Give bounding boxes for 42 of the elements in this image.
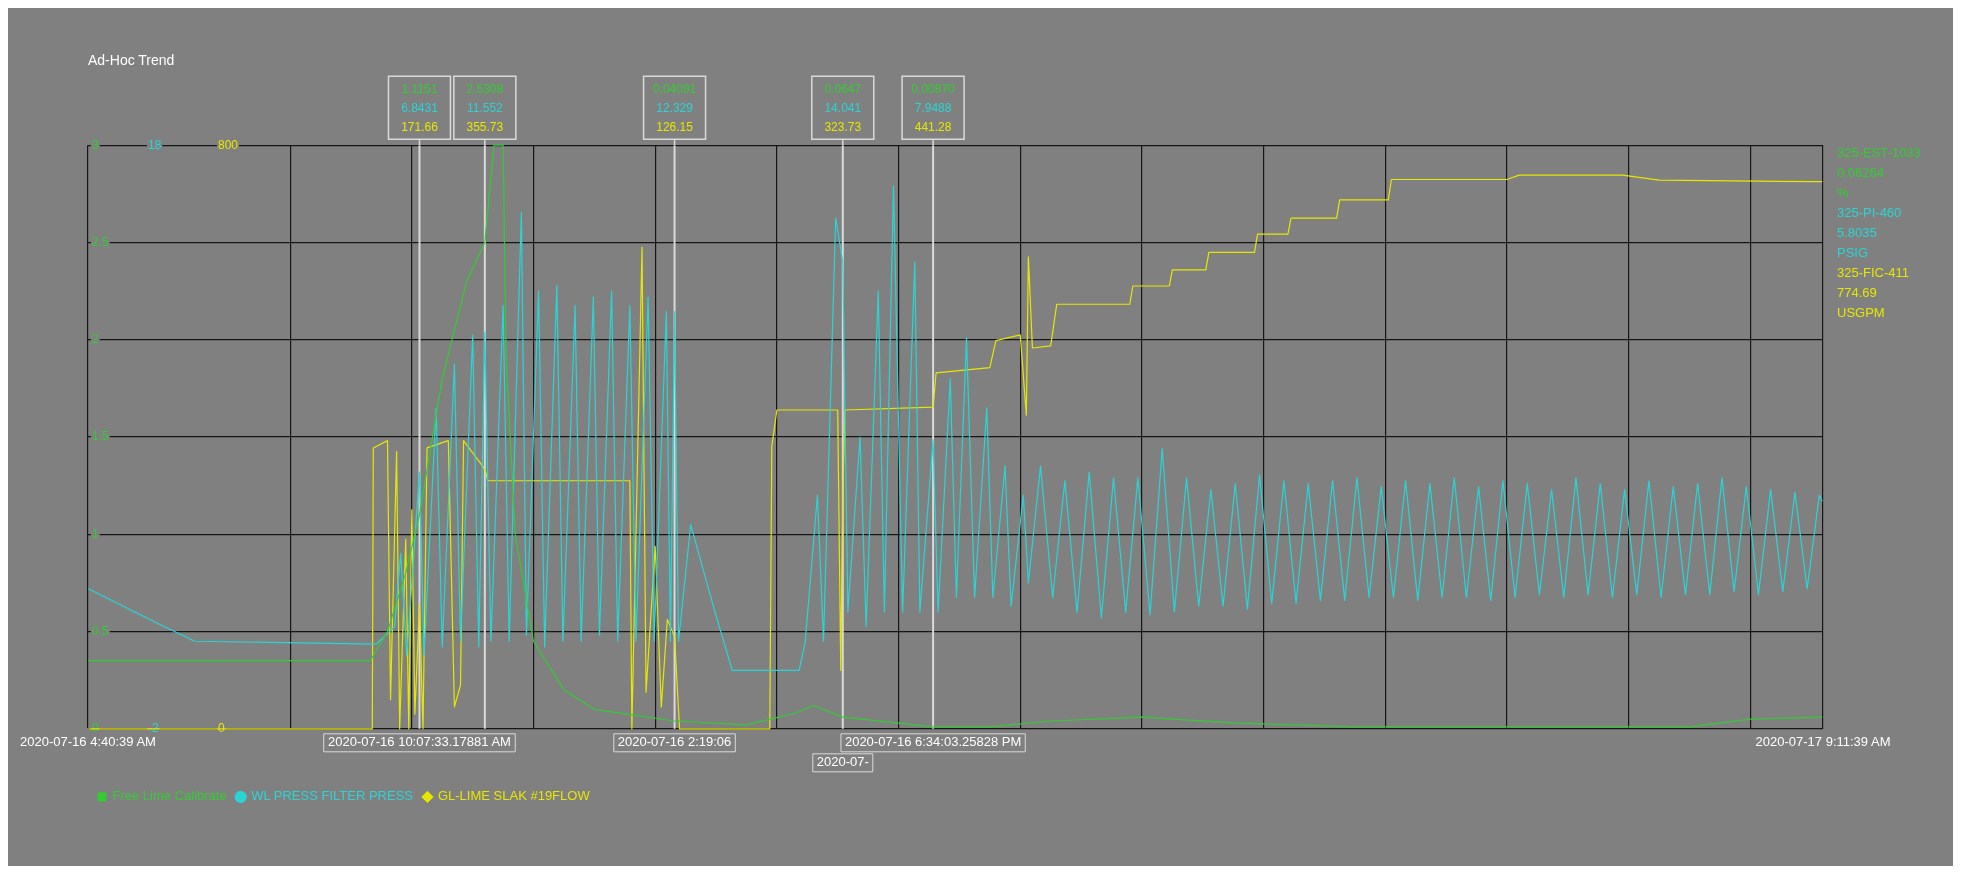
text: 171.66: [401, 119, 439, 134]
legend-label: WL PRESS FILTER PRESS: [251, 788, 414, 804]
text: 0.0647: [824, 81, 862, 96]
text: 2.5308: [466, 81, 504, 96]
text: 14.041: [824, 100, 862, 115]
text: 323.73: [824, 119, 862, 134]
x-tick-label: 2020-07-17 9:11:39 AM: [1755, 734, 1891, 750]
y-tick-label: 1.5: [92, 429, 110, 444]
text: 6.8431: [401, 100, 439, 115]
text: USGPM: [1837, 304, 1885, 320]
y-tick-label: 3: [92, 137, 99, 152]
y-tick-label: 2.5: [92, 234, 110, 249]
ref-line-label: 2020-07-16 10:07:33.17881 AM: [328, 734, 511, 750]
text: 325-EST-1033: [1837, 144, 1921, 160]
y-tick-label: 0.5: [92, 623, 110, 638]
y-tick-label: 2: [92, 332, 99, 347]
ref-line-label: 2020-07-16 2:19:06: [617, 734, 732, 750]
y-tick-label: 1: [92, 526, 99, 541]
text: 441.28: [914, 119, 952, 134]
text: 774.69: [1837, 284, 1877, 300]
ref-line-label: 2020-07-16 6:34:03.25828 PM: [844, 734, 1022, 750]
x-tick-label: 2020-07-16 4:40:39 AM: [20, 734, 156, 750]
text: 126.15: [656, 119, 694, 134]
y3-tick-label: 800: [218, 137, 239, 152]
y2-tick-label: 18: [148, 137, 162, 152]
text: 11.552: [466, 100, 504, 115]
legend-label: GL-LIME SLAK #19FLOW: [437, 788, 591, 804]
chart-title: Ad-Hoc Trend: [88, 51, 175, 68]
text: 0.04091: [652, 81, 697, 96]
text: 325-FIC-411: [1837, 264, 1910, 280]
text: 5.8035: [1837, 224, 1877, 240]
text: PSIG: [1837, 244, 1869, 260]
text: 0.06264: [1837, 164, 1884, 180]
text: 0.00870: [911, 81, 956, 96]
text: 7.9488: [914, 100, 952, 115]
text: 325-PI-460: [1837, 204, 1902, 220]
text: 12.329: [656, 100, 694, 115]
text: 355.73: [466, 119, 504, 134]
text: %: [1837, 184, 1849, 200]
ref-line-label: 2020-07-: [816, 754, 869, 770]
text: 1.1151: [401, 81, 438, 96]
legend-label: Free Lime Calibrate: [112, 788, 227, 804]
